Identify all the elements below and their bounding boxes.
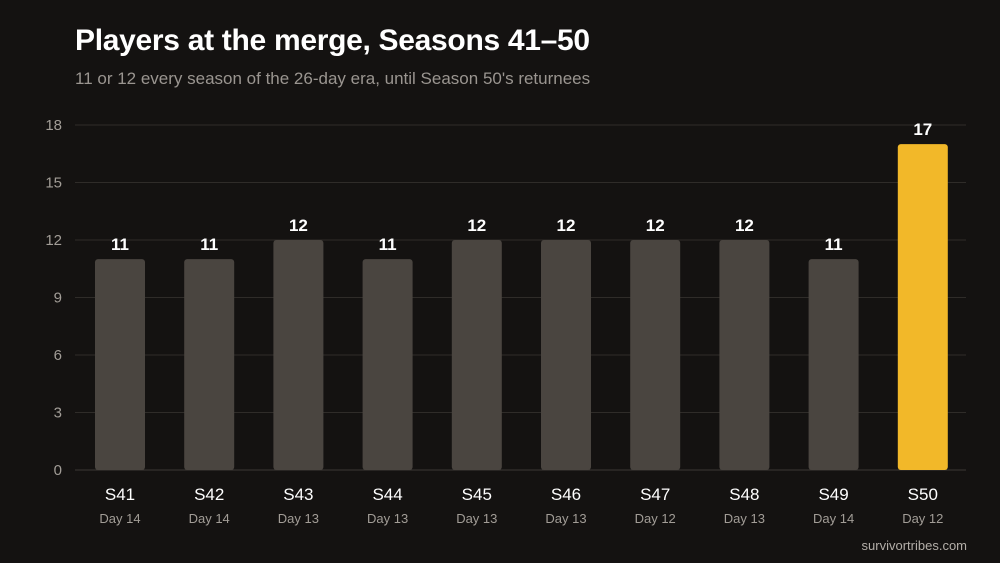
x-tick-label: S43 bbox=[283, 485, 313, 504]
y-tick-label: 9 bbox=[54, 290, 62, 307]
bar bbox=[184, 259, 235, 470]
data-label: 12 bbox=[735, 216, 754, 235]
x-tick-sublabel: Day 12 bbox=[902, 511, 943, 526]
data-label: 11 bbox=[111, 235, 129, 254]
bar bbox=[897, 144, 948, 470]
x-tick-label: S46 bbox=[551, 485, 581, 504]
x-tick-label: S41 bbox=[105, 485, 135, 504]
x-tick-label: S50 bbox=[908, 485, 938, 504]
bar bbox=[719, 240, 770, 470]
bar bbox=[362, 259, 413, 470]
x-tick-label: S49 bbox=[818, 485, 848, 504]
x-tick-sublabel: Day 14 bbox=[813, 511, 854, 526]
data-label: 11 bbox=[825, 235, 843, 254]
x-tick-sublabel: Day 13 bbox=[367, 511, 408, 526]
y-tick-label: 18 bbox=[45, 117, 62, 134]
x-tick-sublabel: Day 13 bbox=[545, 511, 586, 526]
x-tick-label: S47 bbox=[640, 485, 670, 504]
bar bbox=[808, 259, 859, 470]
bar bbox=[451, 240, 502, 470]
y-tick-label: 15 bbox=[45, 175, 62, 192]
x-tick-label: S48 bbox=[729, 485, 759, 504]
source-credit: survivortribes.com bbox=[861, 538, 967, 553]
x-tick-sublabel: Day 14 bbox=[189, 511, 230, 526]
data-label: 12 bbox=[646, 216, 665, 235]
x-tick-sublabel: Day 14 bbox=[99, 511, 140, 526]
data-label: 11 bbox=[379, 235, 397, 254]
y-tick-label: 0 bbox=[54, 462, 62, 479]
data-label: 17 bbox=[913, 120, 932, 139]
bar bbox=[630, 240, 681, 470]
x-tick-sublabel: Day 13 bbox=[278, 511, 319, 526]
bar bbox=[95, 259, 145, 470]
data-label: 12 bbox=[289, 216, 308, 235]
x-tick-sublabel: Day 12 bbox=[635, 511, 676, 526]
y-tick-label: 3 bbox=[54, 405, 62, 422]
data-label: 11 bbox=[200, 235, 218, 254]
x-tick-sublabel: Day 13 bbox=[456, 511, 497, 526]
x-tick-label: S44 bbox=[372, 485, 402, 504]
x-tick-sublabel: Day 13 bbox=[724, 511, 765, 526]
bar bbox=[273, 240, 324, 470]
data-label: 12 bbox=[557, 216, 576, 235]
data-label: 12 bbox=[467, 216, 486, 235]
y-tick-label: 6 bbox=[54, 347, 62, 364]
x-tick-label: S42 bbox=[194, 485, 224, 504]
chart-title: Players at the merge, Seasons 41–50 bbox=[75, 24, 590, 57]
y-tick-label: 12 bbox=[45, 232, 62, 249]
x-tick-label: S45 bbox=[462, 485, 492, 504]
bar bbox=[541, 240, 591, 470]
chart-subtitle: 11 or 12 every season of the 26-day era,… bbox=[75, 69, 591, 88]
